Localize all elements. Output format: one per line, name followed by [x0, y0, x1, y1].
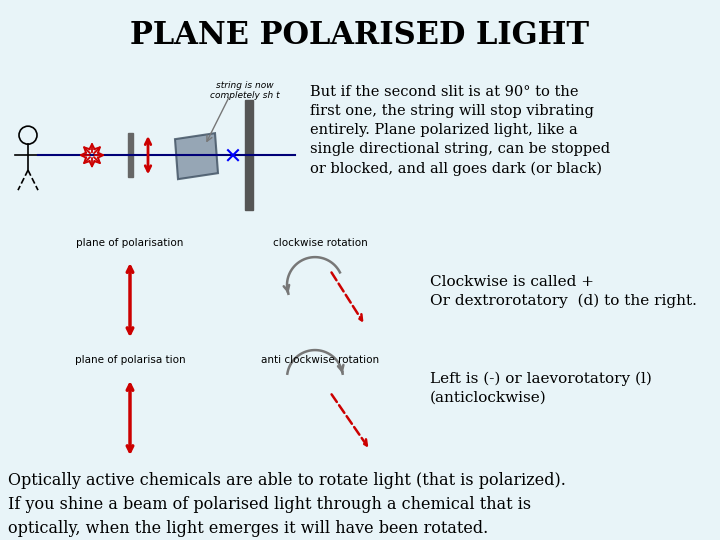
Text: string is now
completely sh t: string is now completely sh t — [210, 81, 280, 100]
Text: Left is (-) or laevorotatory (l)
(anticlockwise): Left is (-) or laevorotatory (l) (anticl… — [430, 372, 652, 405]
Text: plane of polarisa tion: plane of polarisa tion — [75, 355, 185, 365]
Text: PLANE POLARISED LIGHT: PLANE POLARISED LIGHT — [130, 19, 590, 51]
Polygon shape — [175, 133, 218, 179]
Bar — [128, 133, 133, 177]
Text: But if the second slit is at 90° to the
first one, the string will stop vibratin: But if the second slit is at 90° to the … — [310, 85, 610, 176]
Text: anti clockwise rotation: anti clockwise rotation — [261, 355, 379, 365]
Text: plane of polarisation: plane of polarisation — [76, 238, 184, 248]
Bar — [245, 100, 253, 210]
Text: Clockwise is called +
Or dextrorotatory  (d) to the right.: Clockwise is called + Or dextrorotatory … — [430, 275, 697, 308]
Text: clockwise rotation: clockwise rotation — [273, 238, 367, 248]
Text: Optically active chemicals are able to rotate light (that is polarized).
If you : Optically active chemicals are able to r… — [8, 472, 566, 537]
